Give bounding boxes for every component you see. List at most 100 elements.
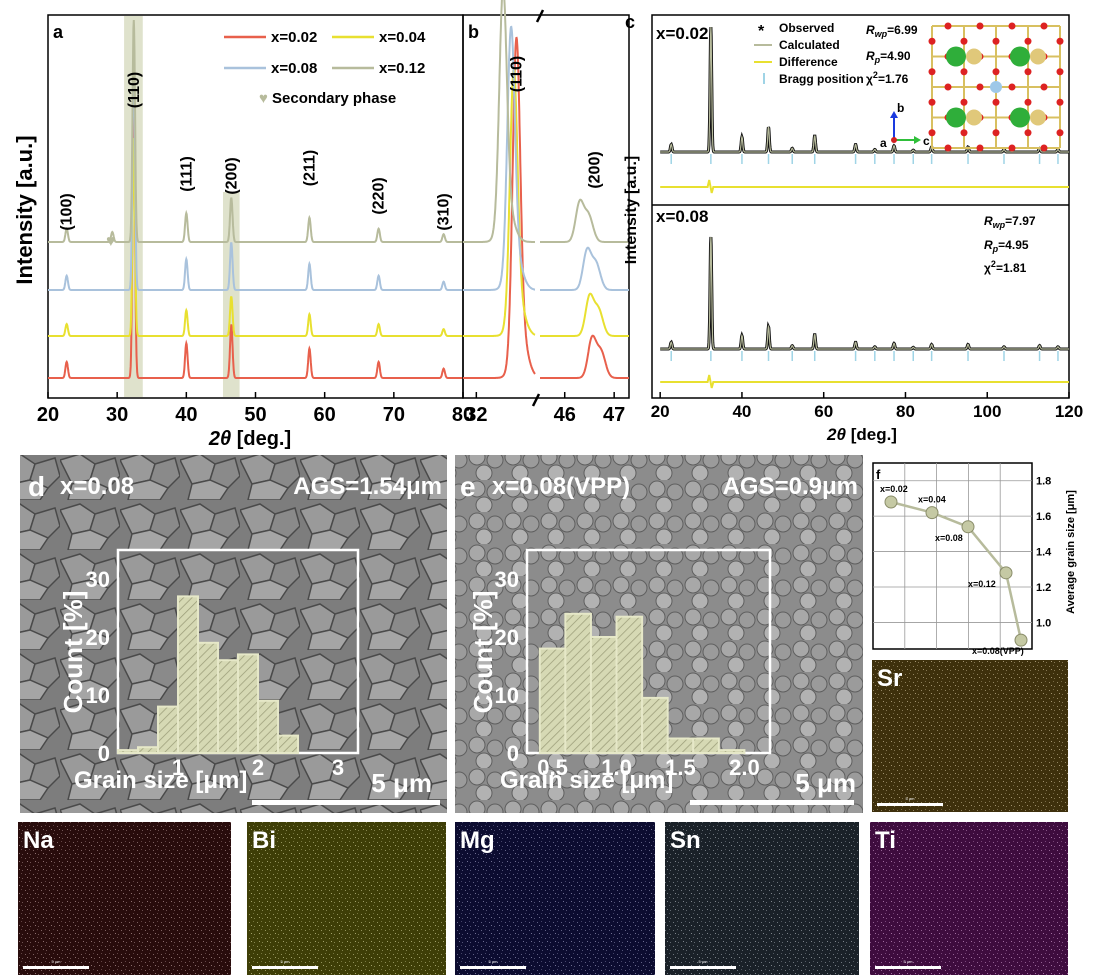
peak-label: (110) — [508, 56, 525, 92]
oxygen-atom — [1056, 98, 1064, 106]
xrd-curve-x=0.04 — [48, 137, 463, 337]
svg-text:b: b — [897, 101, 904, 115]
calculated-curve — [660, 236, 1069, 350]
panel-a-xlabel: 2θ [deg.] — [208, 428, 291, 450]
oxygen-atom — [928, 37, 936, 45]
panel-b-frame — [462, 14, 630, 399]
eds-map-sr: Sr 5 μm — [872, 660, 1068, 812]
secondary-phase-heart-icon: ♥ — [106, 233, 116, 250]
oxygen-atom — [1008, 22, 1016, 30]
ytick-label: 1.0 — [1036, 617, 1051, 629]
oxygen-atom — [1008, 144, 1016, 152]
oxygen-atom — [928, 68, 936, 76]
panel-a: a Intensity [a.u.] 20 30 40 50 60 70 80 (100)(… — [12, 14, 474, 450]
oxygen-atom — [1040, 83, 1048, 91]
oxygen-atom — [1024, 129, 1032, 137]
crystal-axes-icon: b a c — [880, 101, 930, 150]
histogram-bar — [177, 595, 199, 755]
panel-d-scale-bar — [252, 800, 440, 805]
oxygen-atom — [1024, 98, 1032, 106]
zoom-200-x=0.02 — [540, 334, 629, 379]
crystal-structure-image — [928, 22, 1064, 152]
a-site-atom — [966, 48, 982, 65]
b-site-atom — [946, 107, 966, 128]
peak-label: (211) — [301, 150, 318, 186]
panel-a-peak-labels: (100) (110) (111) (200) (211) (220) (310) — [59, 72, 453, 231]
oxygen-atom — [944, 144, 952, 152]
eds-element-label: Sr — [877, 665, 902, 692]
oxygen-atom — [992, 98, 1000, 106]
panel-b-letter: b — [468, 22, 479, 42]
a-site-atom — [1030, 48, 1046, 65]
xtick-label: 50 — [244, 404, 266, 426]
point-label: x=0.02 — [880, 484, 908, 494]
svg-text:c: c — [923, 134, 930, 148]
ytick-label: 0 — [98, 741, 110, 766]
histogram-bar — [277, 734, 299, 754]
grain-size-point — [884, 495, 898, 509]
zoom-200-x=0.04 — [540, 292, 629, 337]
secondary-phase-label: Secondary phase — [272, 90, 396, 107]
grain-size-point — [925, 506, 939, 520]
b-site-atom — [1010, 107, 1030, 128]
histogram-bar — [666, 737, 695, 754]
peak-label: (200) — [586, 151, 603, 188]
xtick-label: 1.0 — [601, 755, 632, 780]
panel-c-ylabel: Intensity [a.u.] — [623, 156, 640, 264]
grain-size-point — [961, 520, 975, 534]
panel-e-scale-label: 5 μm — [795, 768, 856, 798]
eds-scale-label: 5 μm — [489, 959, 499, 964]
panel-a-ylabel: Intensity [a.u.] — [12, 135, 37, 284]
panel-e-xlabel: Grain size [μm] — [500, 767, 673, 794]
panel-e-xticks: 0.5 1.0 1.5 2.0 — [537, 755, 759, 780]
oxygen-atom — [976, 83, 984, 91]
oxygen-atom — [1024, 68, 1032, 76]
ytick-label: 1.8 — [1036, 476, 1051, 488]
ytick-label: 1.6 — [1036, 511, 1051, 523]
histogram-bar — [564, 612, 592, 754]
histogram-bar — [157, 705, 179, 754]
xtick-label: 2 — [252, 755, 264, 780]
xtick-label: 20 — [651, 402, 670, 421]
axis-break-top-icon — [535, 9, 545, 23]
peak-label: (100) — [59, 193, 76, 230]
panel-e-letter: e — [460, 471, 476, 502]
legend-label: x=0.04 — [379, 29, 426, 46]
histogram-bar — [237, 653, 259, 755]
peak-label: (220) — [371, 177, 388, 214]
eds-scale-label: 5 μm — [699, 959, 709, 964]
xtick-label: 46 — [554, 404, 576, 426]
panel-d-xlabel: Grain size [μm] — [74, 767, 247, 794]
point-label: x=0.08(VPP) — [972, 646, 1024, 656]
xtick-label: 1.5 — [665, 755, 696, 780]
panel-f-grid — [873, 463, 1032, 649]
eds-scale-bar — [875, 966, 941, 969]
eds-scale-label: 5 μm — [904, 959, 914, 964]
panel-d: d x=0.08 AGS=1.54μm 0 10 20 30 1 2 3 Count [%… — [20, 455, 447, 813]
legend-heart-icon: ♥ — [259, 90, 268, 107]
panel-c-xticks: 20 40 60 80 100 120 — [651, 392, 1083, 421]
calculated-curve — [660, 26, 1069, 153]
legend-difference: Difference — [779, 55, 838, 69]
oxygen-atom — [1024, 37, 1032, 45]
xtick-label: 80 — [452, 404, 474, 426]
legend-label: x=0.08 — [271, 60, 317, 77]
eds-element-label: Na — [23, 827, 54, 854]
panel-c-top-label: x=0.02 — [656, 24, 708, 43]
xrd-curve-x=0.12 — [48, 19, 463, 243]
panel-d-scale-label: 5 μm — [371, 768, 432, 798]
grain-size-point — [999, 566, 1013, 580]
xtick-label: 2.0 — [729, 755, 760, 780]
panel-b-peak-labels: (110) (200) — [508, 56, 603, 189]
eds-scale-bar — [23, 966, 89, 969]
oxygen-atom — [960, 98, 968, 106]
histogram-bar — [615, 615, 644, 755]
ytick-label: 10 — [495, 683, 519, 708]
top-rwp: Rwp=6.99 — [866, 23, 918, 39]
xrd-curve-x=0.02 — [48, 109, 463, 379]
ytick-label: 1.4 — [1036, 547, 1052, 559]
difference-curve — [660, 179, 1069, 194]
panel-e-ylabel: Count [%] — [468, 591, 498, 714]
panel-f-ylabel: Average grain size [μm] — [1065, 490, 1077, 614]
